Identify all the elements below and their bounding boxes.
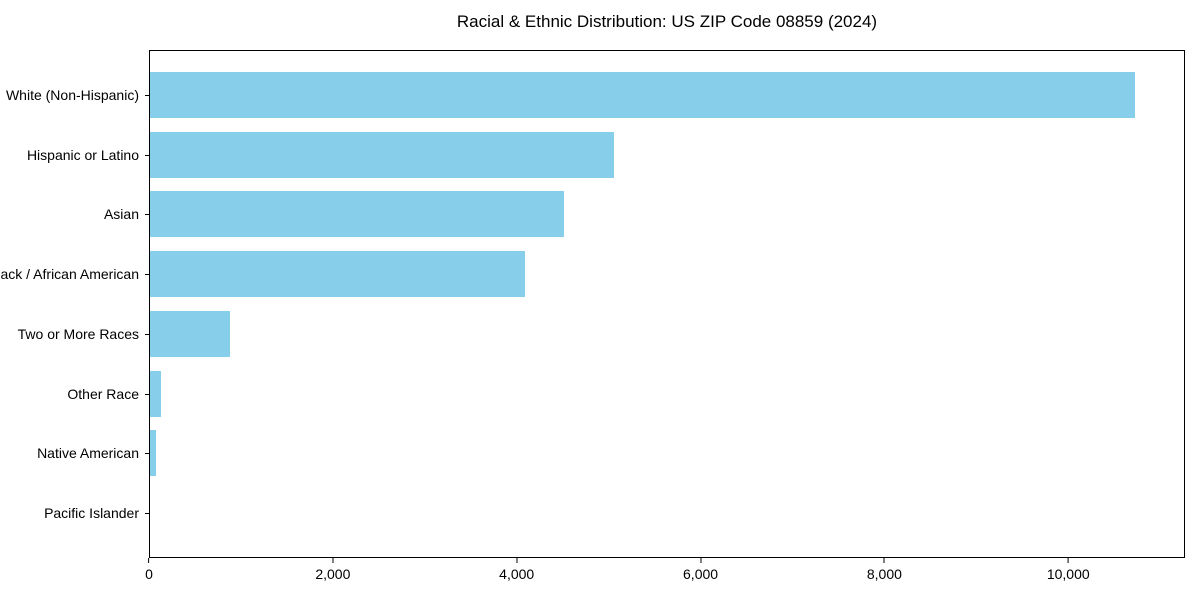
- y-tick-label: White (Non-Hispanic): [5, 86, 139, 103]
- y-tick-label: Asian: [103, 206, 139, 223]
- bar-row: Two or More Races: [18, 304, 1184, 364]
- plot-area: White (Non-Hispanic) Hispanic or Latino As…: [0, 50, 1185, 558]
- y-tick-mark: [145, 513, 150, 515]
- x-tick-label: 4,000: [499, 566, 535, 582]
- y-tick-mark: [145, 154, 150, 156]
- bar-row: Hispanic or Latino: [27, 125, 1184, 185]
- y-tick-mark: [145, 274, 150, 276]
- y-tick-label: Pacific Islander: [44, 505, 139, 522]
- bar: [150, 310, 231, 357]
- bar-rows: White (Non-Hispanic) Hispanic or Latino As…: [0, 51, 1184, 557]
- bar-row: Black / African American: [0, 244, 1184, 304]
- y-tick-label: Hispanic or Latino: [26, 146, 139, 163]
- x-tick: 6,000: [683, 558, 718, 582]
- y-tick-label: Black / African American: [0, 266, 139, 283]
- x-tick-label: 2,000: [315, 566, 351, 582]
- x-tick: 4,000: [499, 558, 534, 582]
- x-tick-mark: [148, 558, 150, 563]
- bar: [150, 370, 161, 417]
- x-tick-mark: [883, 558, 885, 563]
- x-tick: 2,000: [315, 558, 350, 582]
- bar-row: Native American: [37, 424, 1184, 484]
- y-tick-label: Two or More Races: [17, 325, 139, 342]
- bar-row: White (Non-Hispanic): [6, 65, 1184, 125]
- y-tick-label: Other Race: [67, 385, 139, 402]
- y-tick-mark: [145, 94, 150, 96]
- x-tick-label: 10,000: [1046, 566, 1090, 582]
- bar: [150, 71, 1136, 118]
- x-tick-mark: [516, 558, 518, 563]
- bar-row: Other Race: [67, 364, 1184, 424]
- x-tick-label: 8,000: [866, 566, 902, 582]
- bar: [150, 251, 526, 298]
- x-tick-label: 0: [145, 566, 153, 582]
- x-axis-ticks: 0 2,000 4,000 6,000 8,000 10,000: [145, 558, 1185, 592]
- y-tick-mark: [145, 333, 150, 335]
- y-tick-mark: [145, 214, 150, 216]
- chart-title: Racial & Ethnic Distribution: US ZIP Cod…: [456, 12, 878, 31]
- x-tick-mark: [700, 558, 702, 563]
- x-tick-mark: [332, 558, 334, 563]
- x-tick-label: 6,000: [683, 566, 719, 582]
- bar-row: Asian: [104, 185, 1184, 245]
- x-tick-mark: [1067, 558, 1069, 563]
- x-tick: 10,000: [1047, 558, 1090, 582]
- bar: [150, 131, 615, 178]
- y-tick-mark: [145, 393, 150, 395]
- bar: [150, 191, 564, 238]
- y-tick-label: Native American: [37, 445, 139, 462]
- bar: [150, 430, 156, 477]
- x-tick: 0: [145, 558, 153, 582]
- x-tick: 8,000: [867, 558, 902, 582]
- y-tick-mark: [145, 453, 150, 455]
- bar-row: Pacific Islander: [44, 483, 1184, 543]
